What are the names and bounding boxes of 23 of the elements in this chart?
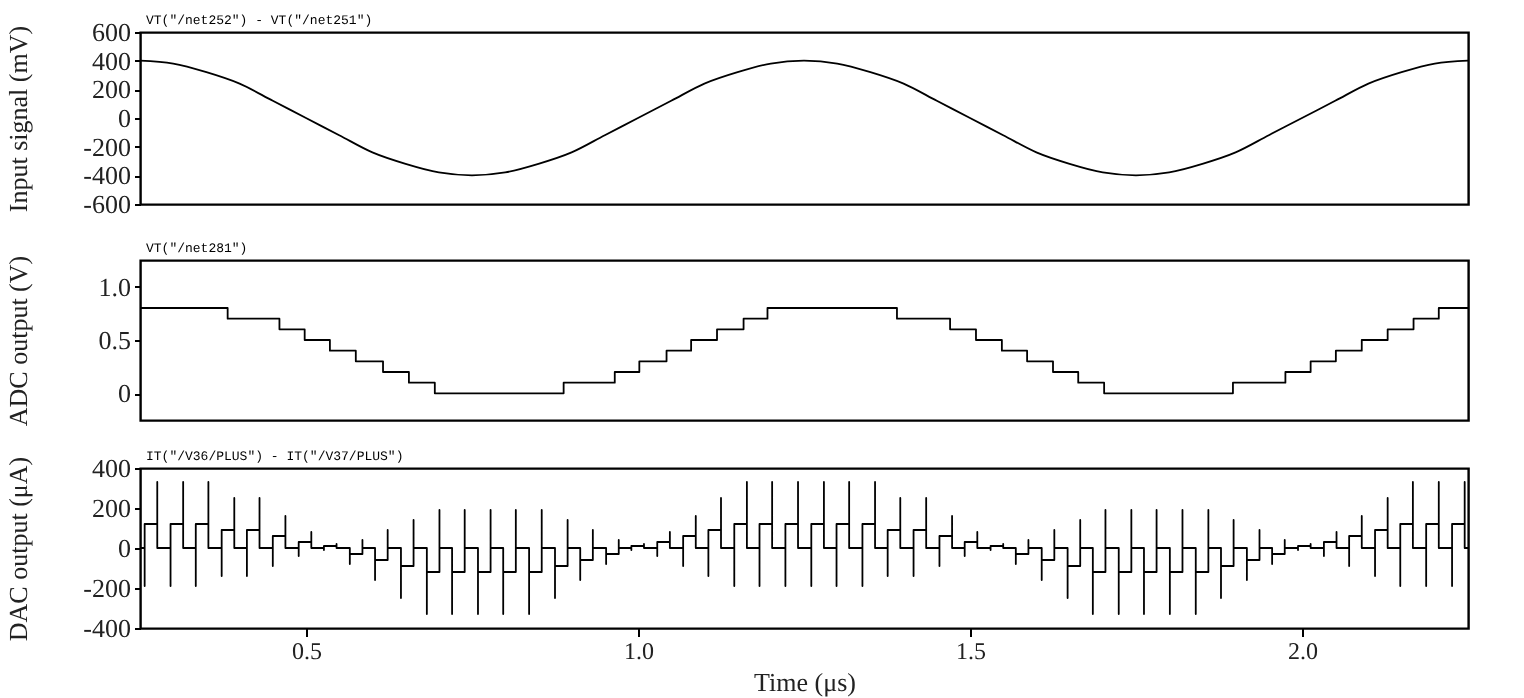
y-axis-title: Input signal (mV): [3, 25, 33, 213]
y-tick-label: 1.0: [98, 271, 131, 302]
x-axis-title: Time (μs): [754, 667, 856, 697]
y-tick-label: 400: [92, 45, 131, 76]
y-axis-title: ADC output (V): [3, 255, 33, 427]
y-tick-label: 0: [118, 533, 131, 563]
y-tick-label: 0: [118, 103, 131, 133]
y-tick-label: -600: [83, 189, 131, 219]
y-tick-label: -200: [83, 573, 131, 603]
x-tick-label: 1.0: [624, 637, 654, 665]
y-tick-label: 400: [92, 453, 131, 483]
x-tick-label: 0.5: [292, 637, 322, 665]
y-tick-label: 200: [92, 493, 131, 523]
y-tick-label: -400: [83, 613, 131, 643]
y-tick-label: 0: [118, 378, 131, 409]
y-tick-label: -400: [83, 160, 131, 191]
x-tick-label: 2.0: [1288, 637, 1318, 665]
y-tick-label: 600: [92, 17, 131, 47]
x-tick-label: 1.5: [956, 637, 986, 665]
y-axis-title: DAC output (μA): [3, 456, 33, 642]
y-tick-label: 200: [92, 74, 131, 105]
y-tick-label: -200: [83, 131, 131, 162]
y-tick-label: 0.5: [98, 325, 131, 355]
